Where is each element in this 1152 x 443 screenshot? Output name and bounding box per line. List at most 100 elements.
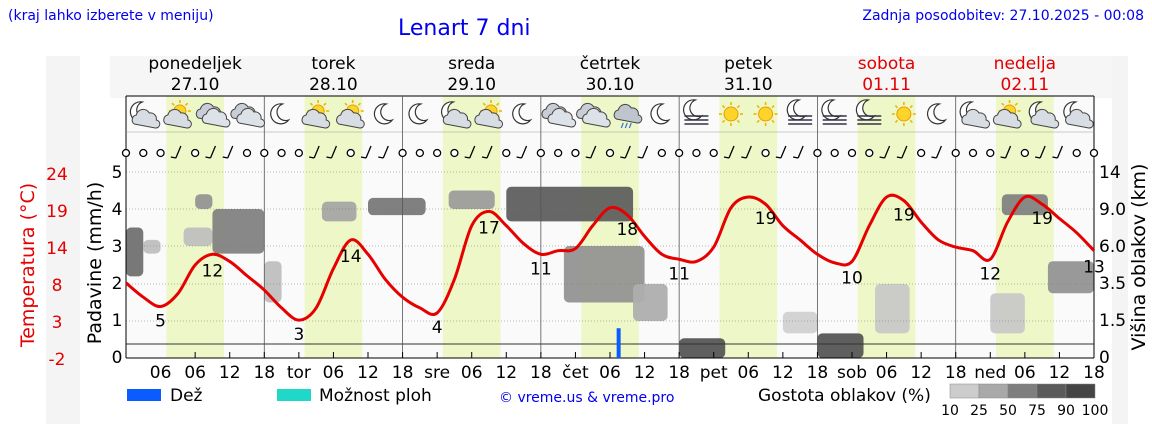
day-date: 01.11 — [862, 75, 911, 95]
day-date: 28.10 — [309, 75, 358, 95]
fog-icon — [786, 99, 813, 125]
cloud-cover-block — [990, 293, 1025, 334]
moon-cloud-icon — [1063, 101, 1094, 129]
cloud-cover-block — [679, 338, 726, 358]
calm-wind-circle — [865, 148, 874, 158]
temperature-point-label: 4 — [432, 318, 443, 338]
wind-barb — [1039, 145, 1046, 159]
x-tick-label: 06 — [876, 363, 898, 383]
sun-cloud-icon — [336, 100, 365, 129]
moon-icon — [650, 103, 671, 125]
precipitation-tick-label: 5 — [112, 163, 123, 183]
cloud-height-tick-label: 6.0 — [1099, 237, 1126, 257]
x-tick-label: 18 — [530, 363, 552, 383]
fog-icon — [821, 99, 847, 125]
cloud-cover-block — [143, 239, 161, 254]
cloud-icon — [230, 102, 265, 128]
x-tick-label: 18 — [1083, 363, 1105, 383]
wind-barb — [728, 145, 735, 159]
temperature-point-label: 11 — [668, 264, 690, 284]
precipitation-tick-label: 4 — [112, 200, 123, 220]
x-tick-label: 06 — [599, 363, 621, 383]
cloud-height-tick-label: 3.5 — [1099, 274, 1126, 294]
x-tick-label: 06 — [323, 363, 345, 383]
day-date: 30.10 — [586, 75, 635, 95]
wind-barb — [797, 145, 804, 159]
temperature-point-label: 5 — [155, 311, 166, 331]
cloud-height-tick-label: 9.0 — [1099, 200, 1126, 220]
x-tick-label: 18 — [392, 363, 414, 383]
x-tick-label: 12 — [357, 363, 379, 383]
temperature-axis-label: Temperatura (°C) — [17, 183, 39, 348]
calm-wind-circle — [346, 148, 355, 158]
wind-barb — [1056, 145, 1064, 159]
moon-icon — [373, 103, 395, 125]
x-tick-label: 12 — [495, 363, 517, 383]
cloud-density-level-label: 50 — [999, 403, 1017, 419]
fog-icon — [855, 99, 882, 125]
moon-cloud-icon — [959, 101, 990, 129]
temperature-tick-label: -2 — [49, 350, 66, 370]
calm-wind-circle — [1089, 148, 1099, 158]
rain-bar — [616, 328, 621, 358]
temperature-point-label: 13 — [1083, 258, 1105, 278]
day-date: 02.11 — [1001, 75, 1050, 95]
moon-cloud-icon — [440, 101, 472, 129]
cloud-cover-block — [1047, 261, 1094, 294]
wind-barb — [365, 145, 372, 159]
cloud-density-level-label: 25 — [970, 403, 988, 419]
day-name: sreda — [448, 54, 495, 74]
cloud-density-swatch — [1036, 383, 1067, 399]
x-tick-label: 18 — [945, 363, 967, 383]
daylight-band — [304, 96, 363, 358]
wind-barb — [209, 145, 217, 159]
cloud-height-tick-label: 1.5 — [1099, 311, 1126, 331]
day-name: ponedeljek — [148, 54, 242, 74]
rain-legend-label: Dež — [170, 386, 203, 406]
temperature-tick-label: 8 — [52, 276, 63, 296]
temperature-tick-label: 14 — [46, 239, 68, 259]
wind-barb — [330, 145, 338, 159]
x-tick-label: 06 — [184, 363, 206, 383]
calm-wind-circle — [605, 148, 615, 158]
temperature-point-label: 12 — [979, 264, 1001, 284]
temperature-tick-label: 3 — [52, 313, 63, 333]
cloud-density-level-label: 90 — [1057, 403, 1075, 419]
wind-barb — [469, 145, 476, 159]
cloud-height-tick-label: 14 — [1099, 163, 1121, 183]
cloud-cover-block — [212, 209, 265, 254]
calm-wind-circle — [242, 148, 252, 158]
wind-barb — [382, 145, 389, 159]
sun-icon — [753, 102, 778, 126]
calm-wind-circle — [139, 148, 148, 158]
day-name: nedelja — [994, 54, 1056, 74]
wind-barb — [935, 145, 943, 159]
moon-icon — [512, 103, 533, 125]
temperature-point-label: 14 — [340, 247, 362, 267]
temperature-point-label: 11 — [530, 259, 552, 279]
cloud-cover-block — [368, 197, 426, 216]
x-tick-label: 18 — [807, 363, 829, 383]
x-tick-label: 12 — [910, 363, 932, 383]
x-tick-label: 06 — [1014, 363, 1036, 383]
calm-wind-circle — [536, 148, 546, 158]
cloud-density-swatch — [978, 383, 1009, 399]
sun-cloud-icon — [163, 100, 192, 129]
calm-wind-circle — [502, 148, 511, 158]
temperature-point-label: 3 — [293, 325, 304, 345]
precipitation-tick-label: 3 — [112, 237, 123, 257]
location-hint: (kraj lahko izberete v meniju) — [8, 8, 214, 24]
wind-barb — [590, 145, 597, 159]
rain-cloud-icon — [613, 103, 643, 129]
wind-barb — [624, 145, 631, 159]
calm-wind-circle — [1020, 148, 1030, 158]
cloud-cover-block — [195, 194, 213, 209]
day-date: 29.10 — [447, 75, 496, 95]
day-name: četrtek — [580, 54, 641, 74]
sun-cloud-icon — [992, 100, 1022, 129]
weather-icon-row — [129, 99, 1094, 129]
x-tick-label: 18 — [253, 363, 275, 383]
cloud-cover-block — [448, 190, 495, 209]
calm-wind-circle — [951, 148, 960, 158]
sun-cloud-icon — [301, 100, 331, 129]
